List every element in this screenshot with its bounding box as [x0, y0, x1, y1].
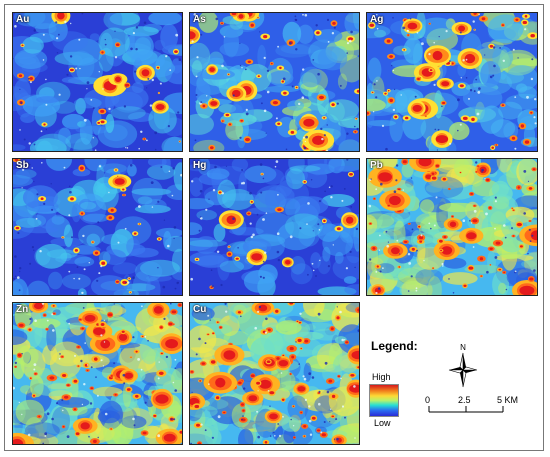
panel-label-sb: Sb — [16, 160, 29, 171]
concentration-map-cu — [190, 303, 359, 444]
legend-title: Legend: — [371, 339, 418, 353]
north-label: N — [460, 343, 466, 352]
concentration-map-au — [13, 13, 182, 151]
scale-bar — [428, 406, 504, 413]
scale-tick-5km: 5 KM — [497, 395, 519, 405]
panel-label-ag: Ag — [370, 14, 384, 25]
concentration-map-sb — [13, 159, 182, 295]
concentration-map-zn — [13, 303, 182, 444]
panel-label-cu: Cu — [193, 304, 207, 315]
map-panel-hg: Hg — [189, 158, 360, 296]
legend-low-label: Low — [374, 418, 391, 428]
map-panel-cu: Cu — [189, 302, 360, 445]
concentration-map-hg — [190, 159, 359, 295]
panel-label-hg: Hg — [193, 160, 207, 171]
panel-label-au: Au — [16, 14, 30, 25]
map-panel-zn: Zn — [12, 302, 183, 445]
legend-high-label: High — [372, 372, 391, 382]
panel-label-zn: Zn — [16, 304, 29, 315]
north-arrow-icon: N — [448, 343, 478, 388]
map-panel-pb: Pb — [366, 158, 538, 296]
panel-label-pb: Pb — [370, 160, 383, 171]
map-panel-ag: Ag — [366, 12, 538, 152]
panel-label-as: As — [193, 14, 206, 25]
concentration-map-ag — [367, 13, 537, 151]
map-panel-as: As — [189, 12, 360, 152]
concentration-map-as — [190, 13, 359, 151]
legend-color-ramp — [369, 384, 399, 417]
scale-tick-0: 0 — [425, 395, 431, 405]
concentration-map-pb — [367, 159, 537, 295]
map-panel-au: Au — [12, 12, 183, 152]
scale-tick-2-5: 2.5 — [458, 395, 471, 405]
map-panel-sb: Sb — [12, 158, 183, 296]
